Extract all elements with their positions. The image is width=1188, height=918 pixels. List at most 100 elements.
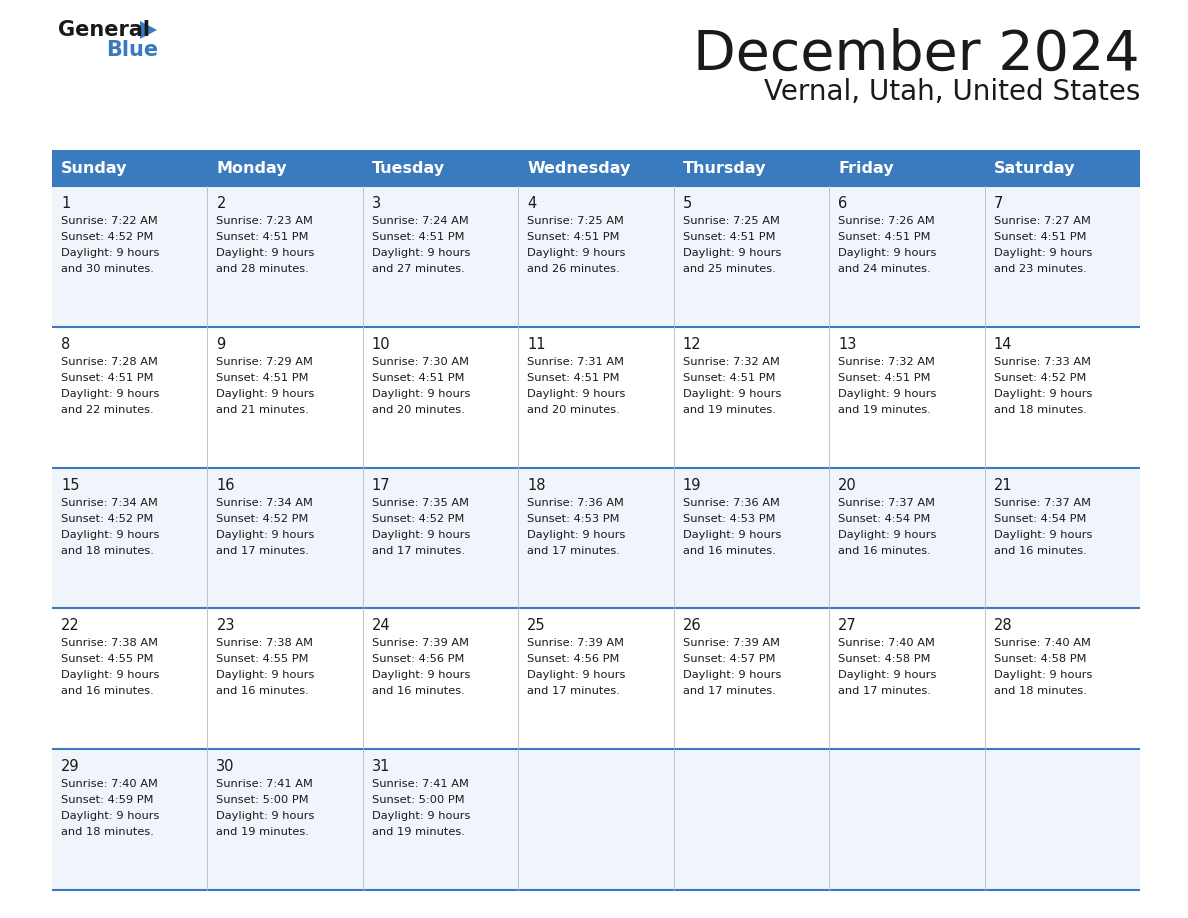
Text: Daylight: 9 hours: Daylight: 9 hours: [216, 389, 315, 398]
Text: Thursday: Thursday: [683, 161, 766, 175]
Text: 8: 8: [61, 337, 70, 352]
Text: 15: 15: [61, 477, 80, 493]
Text: 26: 26: [683, 619, 701, 633]
Text: Sunrise: 7:32 AM: Sunrise: 7:32 AM: [839, 357, 935, 367]
Text: Daylight: 9 hours: Daylight: 9 hours: [993, 248, 1092, 258]
Text: Daylight: 9 hours: Daylight: 9 hours: [61, 530, 159, 540]
Bar: [52, 749, 1140, 890]
Text: and 27 minutes.: and 27 minutes.: [372, 264, 465, 274]
Bar: [52, 609, 1140, 749]
Text: and 20 minutes.: and 20 minutes.: [372, 405, 465, 415]
Text: Daylight: 9 hours: Daylight: 9 hours: [839, 248, 936, 258]
Text: 20: 20: [839, 477, 857, 493]
Text: and 19 minutes.: and 19 minutes.: [372, 827, 465, 837]
Text: 13: 13: [839, 337, 857, 352]
Text: Daylight: 9 hours: Daylight: 9 hours: [372, 530, 470, 540]
Text: Sunset: 4:51 PM: Sunset: 4:51 PM: [216, 232, 309, 242]
Text: Sunset: 4:52 PM: Sunset: 4:52 PM: [61, 232, 153, 242]
Text: Sunset: 4:51 PM: Sunset: 4:51 PM: [372, 373, 465, 383]
Text: Daylight: 9 hours: Daylight: 9 hours: [216, 248, 315, 258]
Text: 28: 28: [993, 619, 1012, 633]
Text: Daylight: 9 hours: Daylight: 9 hours: [372, 670, 470, 680]
Text: and 17 minutes.: and 17 minutes.: [527, 687, 620, 697]
Text: 6: 6: [839, 196, 847, 211]
Text: Sunrise: 7:25 AM: Sunrise: 7:25 AM: [527, 216, 624, 226]
Text: Daylight: 9 hours: Daylight: 9 hours: [683, 670, 781, 680]
Text: 21: 21: [993, 477, 1012, 493]
Text: 10: 10: [372, 337, 391, 352]
Text: 29: 29: [61, 759, 80, 774]
Text: Daylight: 9 hours: Daylight: 9 hours: [993, 670, 1092, 680]
Text: Sunset: 4:59 PM: Sunset: 4:59 PM: [61, 795, 153, 805]
Text: Blue: Blue: [106, 40, 158, 60]
Text: 7: 7: [993, 196, 1003, 211]
Text: Sunset: 4:51 PM: Sunset: 4:51 PM: [683, 232, 776, 242]
Text: Sunrise: 7:41 AM: Sunrise: 7:41 AM: [216, 779, 314, 789]
Text: Sunset: 4:55 PM: Sunset: 4:55 PM: [216, 655, 309, 665]
Text: Sunset: 4:52 PM: Sunset: 4:52 PM: [372, 513, 465, 523]
Text: and 26 minutes.: and 26 minutes.: [527, 264, 620, 274]
Bar: [52, 467, 1140, 609]
Text: Daylight: 9 hours: Daylight: 9 hours: [527, 670, 626, 680]
Text: and 18 minutes.: and 18 minutes.: [993, 405, 1087, 415]
Text: Daylight: 9 hours: Daylight: 9 hours: [61, 670, 159, 680]
Text: Saturday: Saturday: [993, 161, 1075, 175]
Text: Sunset: 4:51 PM: Sunset: 4:51 PM: [527, 232, 620, 242]
Text: and 16 minutes.: and 16 minutes.: [683, 545, 776, 555]
Text: Sunrise: 7:27 AM: Sunrise: 7:27 AM: [993, 216, 1091, 226]
Text: and 16 minutes.: and 16 minutes.: [839, 545, 931, 555]
Text: and 18 minutes.: and 18 minutes.: [61, 827, 154, 837]
Text: Sunset: 4:53 PM: Sunset: 4:53 PM: [527, 513, 620, 523]
Text: Daylight: 9 hours: Daylight: 9 hours: [61, 248, 159, 258]
Text: Sunrise: 7:35 AM: Sunrise: 7:35 AM: [372, 498, 469, 508]
Text: Sunrise: 7:38 AM: Sunrise: 7:38 AM: [61, 638, 158, 648]
Text: and 25 minutes.: and 25 minutes.: [683, 264, 776, 274]
Text: Sunrise: 7:33 AM: Sunrise: 7:33 AM: [993, 357, 1091, 367]
Text: Daylight: 9 hours: Daylight: 9 hours: [993, 389, 1092, 398]
Text: 24: 24: [372, 619, 391, 633]
Text: Sunrise: 7:32 AM: Sunrise: 7:32 AM: [683, 357, 779, 367]
Text: Sunrise: 7:25 AM: Sunrise: 7:25 AM: [683, 216, 779, 226]
Text: Sunset: 4:58 PM: Sunset: 4:58 PM: [993, 655, 1086, 665]
Text: Sunset: 4:51 PM: Sunset: 4:51 PM: [839, 232, 930, 242]
Text: Daylight: 9 hours: Daylight: 9 hours: [527, 530, 626, 540]
Text: Sunrise: 7:31 AM: Sunrise: 7:31 AM: [527, 357, 624, 367]
Text: Sunrise: 7:40 AM: Sunrise: 7:40 AM: [61, 779, 158, 789]
Text: Sunrise: 7:34 AM: Sunrise: 7:34 AM: [216, 498, 314, 508]
Text: and 18 minutes.: and 18 minutes.: [993, 687, 1087, 697]
Text: Sunset: 4:54 PM: Sunset: 4:54 PM: [993, 513, 1086, 523]
Text: Sunrise: 7:40 AM: Sunrise: 7:40 AM: [993, 638, 1091, 648]
Text: Sunset: 4:52 PM: Sunset: 4:52 PM: [993, 373, 1086, 383]
Text: 19: 19: [683, 477, 701, 493]
Text: General: General: [58, 20, 150, 40]
Text: Daylight: 9 hours: Daylight: 9 hours: [683, 248, 781, 258]
Text: 9: 9: [216, 337, 226, 352]
Text: Daylight: 9 hours: Daylight: 9 hours: [61, 812, 159, 822]
Text: 25: 25: [527, 619, 546, 633]
Text: 16: 16: [216, 477, 235, 493]
Text: Sunrise: 7:30 AM: Sunrise: 7:30 AM: [372, 357, 469, 367]
Text: Daylight: 9 hours: Daylight: 9 hours: [372, 812, 470, 822]
Text: 23: 23: [216, 619, 235, 633]
Text: Sunrise: 7:22 AM: Sunrise: 7:22 AM: [61, 216, 158, 226]
Text: Daylight: 9 hours: Daylight: 9 hours: [839, 389, 936, 398]
Text: Sunset: 4:51 PM: Sunset: 4:51 PM: [216, 373, 309, 383]
Text: 14: 14: [993, 337, 1012, 352]
Text: Sunrise: 7:24 AM: Sunrise: 7:24 AM: [372, 216, 468, 226]
Text: 18: 18: [527, 477, 545, 493]
Text: and 23 minutes.: and 23 minutes.: [993, 264, 1086, 274]
Text: and 17 minutes.: and 17 minutes.: [216, 545, 309, 555]
Text: Sunrise: 7:40 AM: Sunrise: 7:40 AM: [839, 638, 935, 648]
Text: 5: 5: [683, 196, 691, 211]
Text: Daylight: 9 hours: Daylight: 9 hours: [216, 670, 315, 680]
Text: Sunrise: 7:39 AM: Sunrise: 7:39 AM: [372, 638, 469, 648]
Text: Sunrise: 7:36 AM: Sunrise: 7:36 AM: [683, 498, 779, 508]
Text: Sunset: 4:54 PM: Sunset: 4:54 PM: [839, 513, 930, 523]
Text: Daylight: 9 hours: Daylight: 9 hours: [839, 670, 936, 680]
Text: Sunset: 5:00 PM: Sunset: 5:00 PM: [216, 795, 309, 805]
Text: Sunrise: 7:38 AM: Sunrise: 7:38 AM: [216, 638, 314, 648]
Text: and 19 minutes.: and 19 minutes.: [683, 405, 776, 415]
Text: Sunrise: 7:23 AM: Sunrise: 7:23 AM: [216, 216, 314, 226]
Text: Sunday: Sunday: [61, 161, 127, 175]
Text: Daylight: 9 hours: Daylight: 9 hours: [683, 530, 781, 540]
